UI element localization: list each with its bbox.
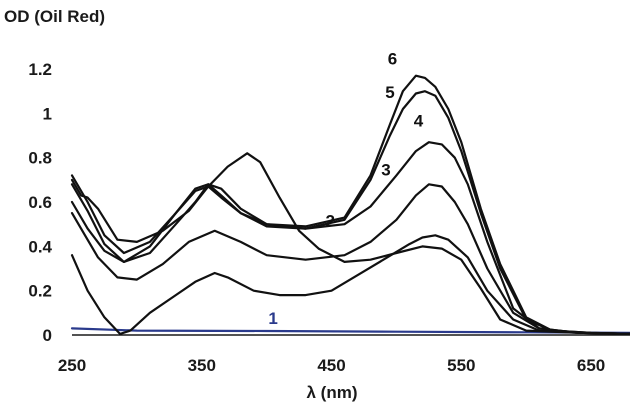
x-tick-label: 350 (188, 356, 216, 375)
spectrum-curve-4 (70, 141, 630, 335)
x-tick-label: 250 (58, 356, 86, 375)
y-tick-labels: 0 0.2 0.4 0.6 0.8 1 1.2 (28, 60, 52, 345)
x-tick-label: 450 (317, 356, 345, 375)
spectra-curves (70, 74, 630, 335)
x-tick-labels: 250 350 450 550 650 (58, 356, 605, 375)
curve-label-1: 1 (268, 309, 277, 328)
spectrum-curve-unlabeled (70, 152, 630, 335)
y-tick-label: 1 (43, 104, 52, 123)
curve-labels: 1 2 3 4 5 6 (268, 50, 423, 328)
y-tick-label: 0.6 (28, 193, 52, 212)
curve-label-4: 4 (414, 112, 424, 131)
spectrum-curve-6 (70, 74, 630, 335)
curve-label-2: 2 (326, 211, 335, 230)
x-tick-label: 550 (447, 356, 475, 375)
y-tick-label: 0 (43, 326, 52, 345)
y-tick-label: 0.2 (28, 282, 52, 301)
spectrum-curve-5 (70, 90, 630, 335)
y-axis-title: OD (Oil Red) (4, 7, 105, 26)
spectrum-curve-3 (70, 183, 630, 335)
curve-label-6: 6 (388, 50, 397, 69)
y-tick-label: 1.2 (28, 60, 52, 79)
x-tick-label: 650 (577, 356, 605, 375)
y-tick-label: 0.4 (28, 237, 52, 256)
spectrum-curve-2 (70, 234, 630, 335)
curve-label-5: 5 (385, 83, 394, 102)
y-tick-label: 0.8 (28, 149, 52, 168)
curve-label-3: 3 (381, 160, 390, 179)
x-axis-title: λ (nm) (307, 383, 358, 402)
